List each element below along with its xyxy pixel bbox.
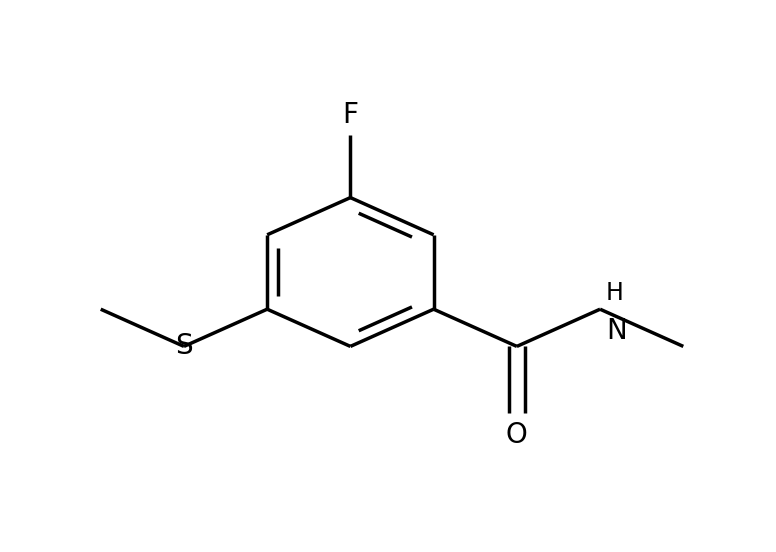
Text: S: S xyxy=(175,332,192,360)
Text: O: O xyxy=(506,421,528,449)
Text: F: F xyxy=(342,101,359,129)
Text: N: N xyxy=(606,317,627,345)
Text: H: H xyxy=(606,281,624,305)
